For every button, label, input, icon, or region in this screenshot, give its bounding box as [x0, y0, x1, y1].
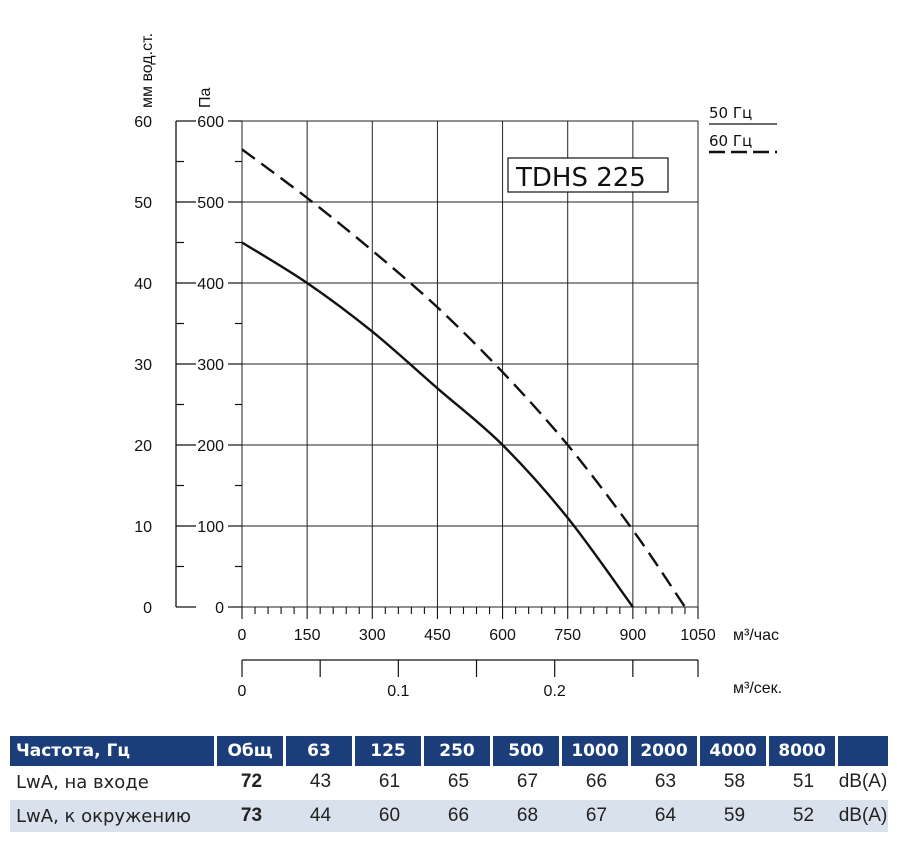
header-500: 500: [493, 736, 562, 766]
y-unit-label: Па: [197, 88, 214, 109]
table-row: LwA, к окружению 73 44 60 66 68 67 64 59…: [10, 800, 888, 832]
x2-tick-label: 0: [238, 683, 247, 700]
series-50hz-line: [241, 241, 634, 608]
x-unit-label: м³/час: [733, 627, 779, 644]
y-tick-label: 200: [197, 438, 224, 455]
x-tick-label: 600: [489, 627, 516, 644]
row-label: LwA, к окружению: [10, 800, 217, 832]
cell: 59: [700, 800, 769, 832]
header-unit: [838, 736, 888, 766]
y-tick-label: 500: [197, 195, 224, 212]
chart-series: [241, 148, 686, 608]
cell: 64: [631, 800, 700, 832]
noise-table-header: Частота, Гц Общ 63 125 250 500 1000 2000…: [10, 736, 888, 766]
y-left-tick-label: 50: [134, 195, 152, 212]
header-250: 250: [424, 736, 493, 766]
y-tick-label: 0: [215, 600, 224, 617]
header-2000: 2000: [631, 736, 700, 766]
table-row: LwA, на входе 72 43 61 65 67 66 63 58 51…: [10, 766, 888, 800]
y-left-tick-label: 40: [134, 276, 152, 293]
y-left-tick-label: 0: [143, 600, 152, 617]
header-total: Общ: [217, 736, 286, 766]
x-tick-label: 900: [620, 627, 647, 644]
y-tick-label: 400: [197, 276, 224, 293]
x2-tick-label: 0.1: [387, 683, 409, 700]
model-label: TDHS 225: [515, 163, 646, 193]
cell: 68: [493, 800, 562, 832]
x-tick-label: 150: [294, 627, 321, 644]
header-125: 125: [355, 736, 424, 766]
y-tick-label: 600: [197, 114, 224, 131]
legend-50hz-label: 50 Гц: [709, 104, 752, 122]
cell: 61: [355, 766, 424, 800]
y-left-unit-label: мм вод.ст.: [139, 33, 156, 108]
cell: 67: [493, 766, 562, 800]
x-tick-label: 450: [424, 627, 451, 644]
row-unit: dB(A): [838, 800, 888, 832]
x-tick-label: 300: [359, 627, 386, 644]
header-4000: 4000: [700, 736, 769, 766]
row-total: 72: [217, 766, 286, 800]
header-frequency: Частота, Гц: [10, 736, 217, 766]
cell: 65: [424, 766, 493, 800]
y-tick-label: 100: [197, 519, 224, 536]
row-label: LwA, на входе: [10, 766, 217, 800]
cell: 44: [286, 800, 355, 832]
cell: 51: [769, 766, 838, 800]
x-tick-label: 0: [238, 627, 247, 644]
y-left-tick-label: 10: [134, 519, 152, 536]
header-8000: 8000: [769, 736, 838, 766]
cell: 67: [562, 800, 631, 832]
row-total: 73: [217, 800, 286, 832]
y-left-tick-label: 30: [134, 357, 152, 374]
model-label-box: [507, 157, 669, 193]
row-unit: dB(A): [838, 766, 888, 800]
legend: 50 Гц 60 Гц: [709, 104, 777, 154]
cell: 63: [631, 766, 700, 800]
cell: 66: [562, 766, 631, 800]
header-1000: 1000: [562, 736, 631, 766]
x2-unit-label: м³/сек.: [733, 680, 782, 697]
cell: 66: [424, 800, 493, 832]
x-tick-label: 1050: [680, 627, 716, 644]
y-tick-label: 300: [197, 357, 224, 374]
chart-grid: [241, 120, 699, 608]
cell: 58: [700, 766, 769, 800]
noise-table: Частота, Гц Общ 63 125 250 500 1000 2000…: [10, 736, 888, 832]
chart-axes: [175, 120, 699, 677]
y-left-tick-label: 20: [134, 438, 152, 455]
cell: 43: [286, 766, 355, 800]
x-tick-label: 750: [554, 627, 581, 644]
cell: 52: [769, 800, 838, 832]
x2-tick-label: 0.2: [544, 683, 566, 700]
header-63: 63: [286, 736, 355, 766]
cell: 60: [355, 800, 424, 832]
series-60hz-line: [241, 148, 686, 608]
legend-60hz-label: 60 Гц: [709, 132, 752, 150]
y-left-tick-label: 60: [134, 114, 152, 131]
